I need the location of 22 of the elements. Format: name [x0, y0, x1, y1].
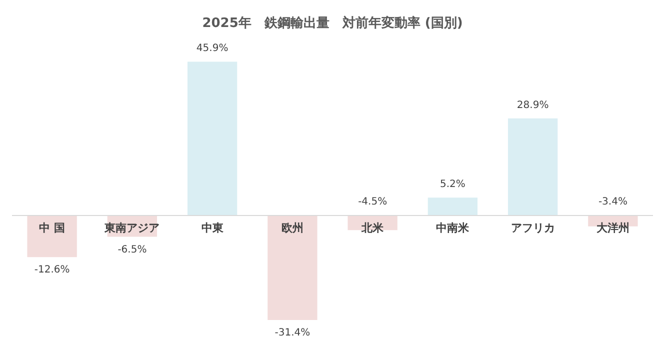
- data-label: -3.4%: [598, 196, 628, 208]
- data-label: -4.5%: [358, 196, 388, 208]
- data-label: -6.5%: [118, 244, 147, 256]
- bar: [268, 215, 318, 320]
- bar: [27, 215, 77, 258]
- chart-title: 2025年 鉄鋼輸出量 対前年変動率 (国別): [202, 15, 463, 32]
- data-label: 5.2%: [440, 179, 466, 190]
- bar: [508, 118, 558, 216]
- data-label: 45.9%: [196, 43, 228, 54]
- x-tick-label: 中東: [201, 221, 224, 234]
- x-tick-label: 中南米: [436, 221, 470, 234]
- x-tick-label: アフリカ: [510, 221, 555, 234]
- x-tick-label: 北米: [360, 221, 385, 234]
- data-label: -31.4%: [274, 328, 310, 339]
- x-tick-label: 大洋州: [596, 221, 630, 234]
- data-label: 28.9%: [516, 100, 549, 112]
- x-tick-label: 欧州: [281, 221, 304, 234]
- x-tick-label: 東南アジア: [104, 221, 160, 234]
- bar: [428, 198, 478, 216]
- bar: [187, 62, 238, 216]
- data-label: -12.6%: [34, 264, 70, 276]
- x-tick-label: 中 国: [39, 221, 65, 234]
